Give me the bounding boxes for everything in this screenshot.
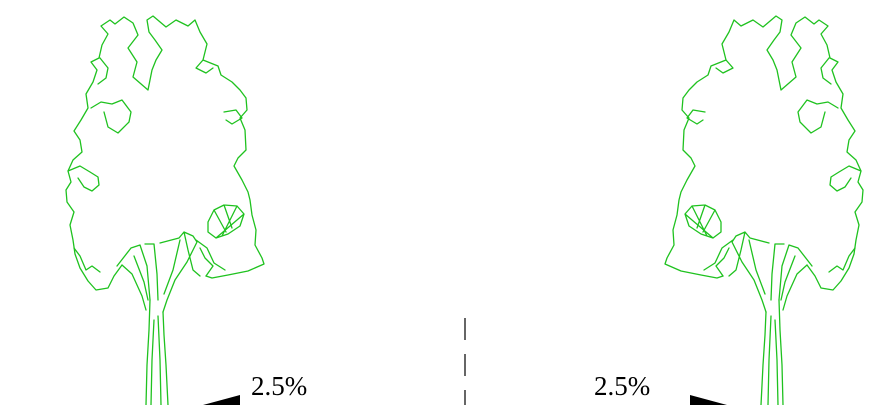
tree-left (65, 15, 265, 405)
left-slope-arrow (203, 395, 240, 405)
tree-left-canopy-detail-5 (223, 109, 243, 125)
left-slope-label: 2.5% (251, 371, 307, 401)
tree-right-knot (684, 204, 722, 239)
tree-left-canopy-detail-4 (195, 59, 214, 74)
tree-left-canopy-detail-3 (67, 165, 100, 192)
tree-right-canopy-detail-6 (828, 247, 856, 273)
tree-right-canopy-detail-2 (797, 99, 839, 134)
tree-right-canopy (664, 15, 864, 291)
tree-right-canopy-detail-1 (820, 57, 832, 85)
right-slope-label: 2.5% (594, 371, 650, 401)
tree-left-canopy-detail-6 (73, 247, 101, 273)
tree-right-branch-right (703, 239, 734, 277)
tree-left-canopy-detail-1 (97, 57, 109, 85)
tree-right-trunk (760, 299, 784, 405)
tree-left-canopy-detail-2 (90, 99, 132, 134)
tree-left-branches (116, 231, 201, 313)
tree-left-branch-right (195, 239, 226, 277)
tree-left-canopy (65, 15, 265, 291)
tree-left-trunk (145, 299, 169, 405)
tree-right-canopy-detail-3 (829, 165, 862, 192)
tree-right-branches (728, 231, 813, 313)
tree-left-knot (207, 204, 245, 239)
right-slope-arrow (690, 395, 727, 405)
tree-right-canopy-detail-4 (715, 59, 734, 74)
tree-right-canopy-detail-5 (686, 109, 706, 125)
tree-right (664, 15, 864, 405)
